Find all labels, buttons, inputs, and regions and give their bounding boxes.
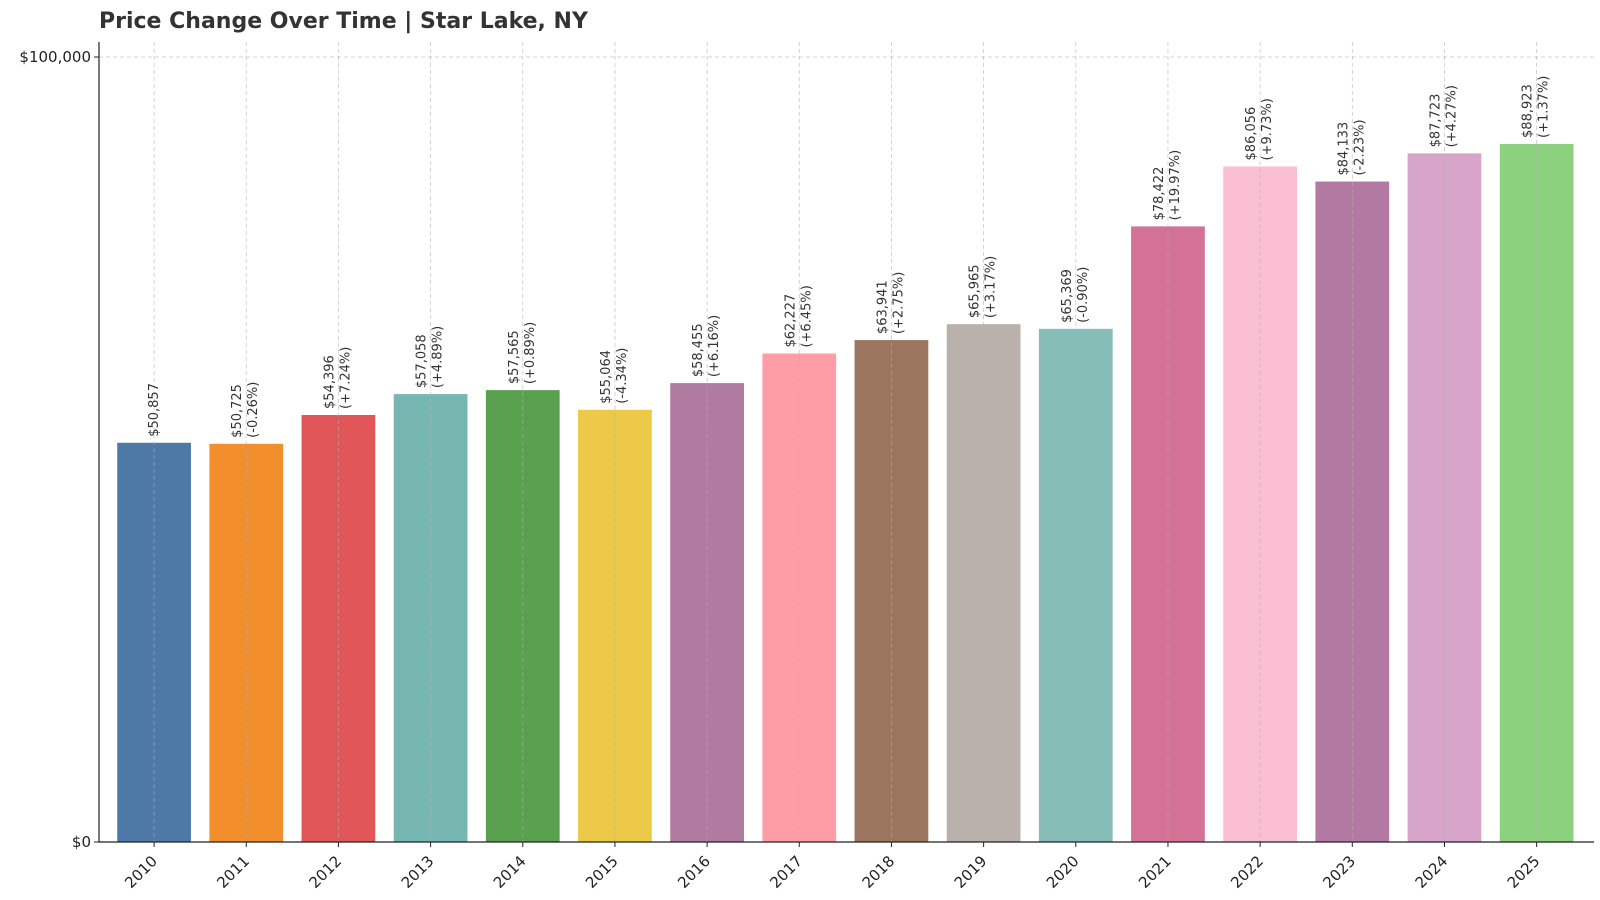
x-tick-label: 2021 <box>1135 852 1175 892</box>
value-label: $54,396 <box>322 355 337 409</box>
value-label: $57,058 <box>415 334 430 388</box>
x-tick-label: 2011 <box>213 852 253 892</box>
value-label: $88,923 <box>1521 84 1536 138</box>
bar-2011 <box>209 443 284 842</box>
change-label: (-0.26%) <box>246 382 261 438</box>
x-tick-label: 2015 <box>582 852 622 892</box>
change-label: (+4.27%) <box>1444 85 1459 147</box>
change-label: (-0.90%) <box>1076 267 1091 323</box>
x-tick-label: 2019 <box>951 852 991 892</box>
value-label: $57,565 <box>507 330 522 384</box>
x-tick-label: 2020 <box>1043 852 1083 892</box>
change-label: (+6.16%) <box>707 315 722 377</box>
change-label: (+7.24%) <box>338 347 353 409</box>
x-tick-labels: 2010 2011 2012 2013 2014 2015 2016 2017 2018 2019… <box>121 852 1543 892</box>
x-tick-label: 2023 <box>1319 852 1359 892</box>
change-label: (+2.75%) <box>891 272 906 334</box>
value-label: $62,227 <box>783 294 798 348</box>
x-tick-label: 2022 <box>1227 852 1267 892</box>
value-label: $78,422 <box>1152 167 1167 221</box>
value-label: $50,857 <box>147 383 162 437</box>
value-label: $63,941 <box>875 280 890 334</box>
bars <box>117 143 1574 843</box>
grid-lines <box>99 42 1594 842</box>
value-label: $65,369 <box>1060 269 1075 323</box>
x-tick-label: 2018 <box>859 852 899 892</box>
x-tick-label: 2016 <box>674 852 714 892</box>
value-label: $87,723 <box>1428 94 1443 148</box>
change-label: (+9.73%) <box>1260 98 1275 160</box>
y-tick-labels: $0 $100,000 <box>19 48 91 851</box>
x-tick-label: 2014 <box>490 852 530 892</box>
x-tick-label: 2013 <box>398 852 438 892</box>
x-tick-label: 2024 <box>1412 852 1452 892</box>
change-label: (+1.37%) <box>1537 76 1552 138</box>
x-tick-label: 2012 <box>306 852 346 892</box>
value-label: $50,725 <box>230 384 245 438</box>
change-label: (-4.34%) <box>615 348 630 404</box>
bar-2010 <box>117 442 191 842</box>
change-label: (+4.89%) <box>431 326 446 388</box>
change-label: (+6.45%) <box>799 285 814 347</box>
value-label: $65,965 <box>968 264 983 318</box>
value-label: $55,064 <box>599 350 614 404</box>
value-label: $86,056 <box>1244 107 1259 161</box>
change-label: (+3.17%) <box>984 256 999 318</box>
change-label: (-2.23%) <box>1352 119 1367 175</box>
y-tick-label: $100,000 <box>19 48 91 66</box>
x-tick-label: 2010 <box>121 852 161 892</box>
y-tick-label: $0 <box>72 833 91 851</box>
change-label: (+0.89%) <box>523 322 538 384</box>
bar-value-labels: $50,857 $50,725 (-0.26%) $54,396 (+7.24%) $57… <box>147 76 1552 438</box>
value-label: $84,133 <box>1336 122 1351 176</box>
x-tick-label: 2017 <box>766 852 806 892</box>
x-tick-label: 2025 <box>1504 852 1544 892</box>
chart-title: Price Change Over Time | Star Lake, NY <box>99 9 588 34</box>
value-label: $58,455 <box>691 323 706 377</box>
change-label: (+19.97%) <box>1168 150 1183 221</box>
axes <box>94 42 1594 847</box>
